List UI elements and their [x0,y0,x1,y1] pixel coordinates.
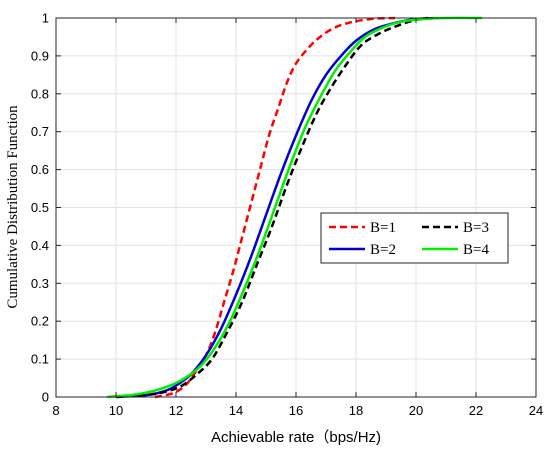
legend-label: B=3 [463,220,489,236]
x-tick-label: 20 [409,403,423,418]
x-tick-label: 10 [109,403,123,418]
y-tick-label: 1 [42,11,49,26]
y-tick-label: 0.2 [31,314,49,329]
y-tick-label: 0.8 [31,86,49,101]
series-line-b3 [115,16,435,399]
y-tick-label: 0.7 [31,124,49,139]
x-tick-label: 16 [289,403,303,418]
y-tick-label: 0 [42,390,49,405]
series-layer [106,16,483,399]
legend-label: B=1 [370,220,396,236]
series-line-b4 [106,16,483,399]
series-line-b1 [154,16,396,399]
x-axis-label: Achievable rate（bps/Hz) [211,429,381,446]
x-tick-label: 18 [349,403,363,418]
y-tick-label: 0.4 [31,238,49,253]
y-tick-label: 0.9 [31,48,49,63]
y-tick-label: 0.1 [31,352,49,367]
legend-label: B=2 [370,242,396,258]
x-tick-label: 24 [529,403,543,418]
x-tick-label: 14 [229,403,243,418]
y-axis-label: Cumulative Distribution Function [5,105,21,309]
y-tick-label: 0.5 [31,200,49,215]
series-line-b2 [115,16,429,399]
x-tick-label: 12 [169,403,183,418]
x-tick-label: 8 [52,403,59,418]
legend-box [320,212,509,264]
axis-ticks: 8 10 12 14 16 18 20 22 24 0 0.1 0.2 0.3 0.4 0.5 0.6 0.7 0… [31,11,543,419]
y-tick-label: 0.3 [31,276,49,291]
y-tick-label: 0.6 [31,162,49,177]
x-tick-label: 22 [469,403,483,418]
legend-label: B=4 [463,242,489,258]
legend: B=1 B=2 B=3 B=4 [320,212,509,264]
